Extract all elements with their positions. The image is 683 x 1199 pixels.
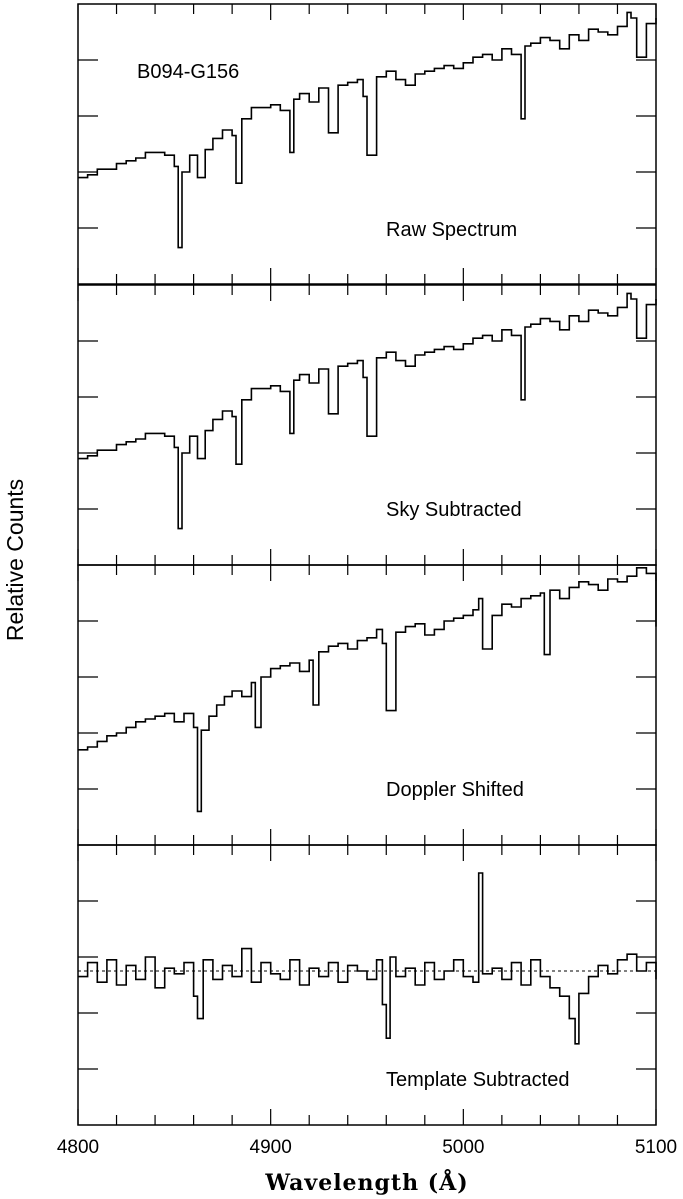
raw-spectrum-panel: Raw Spectrum [77,3,657,285]
panel-frame [77,3,657,285]
panel-frame [77,844,657,1126]
panel-frame [77,564,657,846]
x-axis-ticks: 4800 4900 5000 5100 [57,1137,677,1158]
spectrum-line [78,292,657,530]
spectrum-line [78,872,657,1045]
panel-label: Sky Subtracted [386,499,522,521]
x-tick-label: 4900 [250,1137,292,1158]
x-tick-label: 5100 [635,1137,677,1158]
panel-label: Raw Spectrum [386,219,517,241]
panel-label: Template Subtracted [386,1069,569,1091]
spectrum-panels: Raw Spectrum Sky Subtracted Doppler Shifte… [77,3,657,1126]
x-axis-label: Wavelength (Å) [264,1169,468,1196]
spectrum-line [78,567,657,813]
doppler-shifted-panel: Doppler Shifted [77,564,657,846]
spectrum-line [78,11,657,249]
object-label: B094-G156 [137,61,239,83]
sky-subtracted-panel: Sky Subtracted [77,284,657,566]
x-tick-label: 4800 [57,1137,99,1158]
template-subtracted-panel: Template Subtracted [77,844,657,1126]
panel-label: Doppler Shifted [386,779,524,801]
x-tick-label: 5000 [442,1137,484,1158]
y-axis-label: Relative Counts [2,479,28,641]
